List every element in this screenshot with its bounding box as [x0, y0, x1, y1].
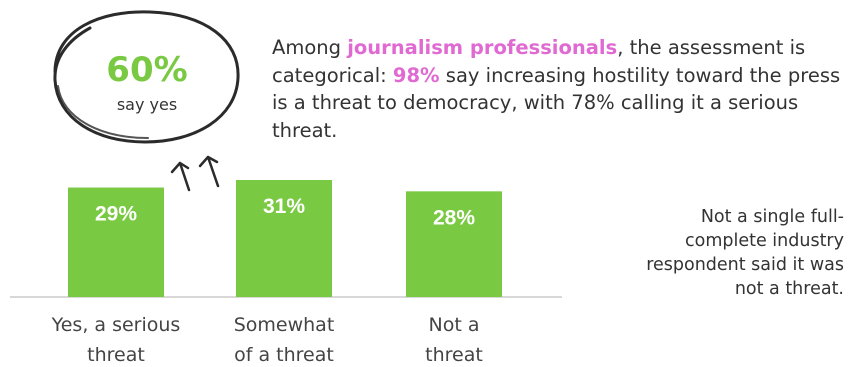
callout-bubble: 60% say yes	[53, 10, 240, 144]
arrow-up-icon	[198, 155, 220, 188]
bar-value-label: 28%	[433, 206, 475, 229]
category-labels: Yes, a serious threat Somewhat of a threat N…	[51, 314, 483, 366]
category-label: threat	[425, 344, 483, 366]
bar-value-label: 29%	[95, 203, 137, 226]
category-label: Somewhat	[234, 314, 335, 336]
arrow-up-icon	[170, 161, 191, 192]
category-label: Yes, a serious	[51, 314, 181, 336]
category-label: Not a	[429, 314, 480, 336]
headline-text: Among journalism professionals, the asse…	[272, 36, 841, 142]
callout-value: 60%	[106, 50, 187, 90]
category-label: of a threat	[234, 344, 334, 366]
bar-group: 29% 31% 28%	[68, 180, 502, 297]
callout-label: say yes	[117, 95, 177, 114]
bar-3	[406, 191, 502, 297]
callout-ellipse	[53, 10, 240, 144]
category-label: threat	[87, 344, 145, 366]
bar-value-label: 31%	[263, 195, 305, 218]
side-note: Not a single full-complete industry resp…	[646, 207, 844, 299]
headline-highlight-percent: 98%	[392, 63, 440, 87]
headline-highlight-professionals: journalism professionals	[347, 36, 618, 59]
callout-ellipse-overlap	[57, 85, 149, 139]
bar-2	[236, 180, 332, 297]
bar-1	[68, 187, 164, 297]
